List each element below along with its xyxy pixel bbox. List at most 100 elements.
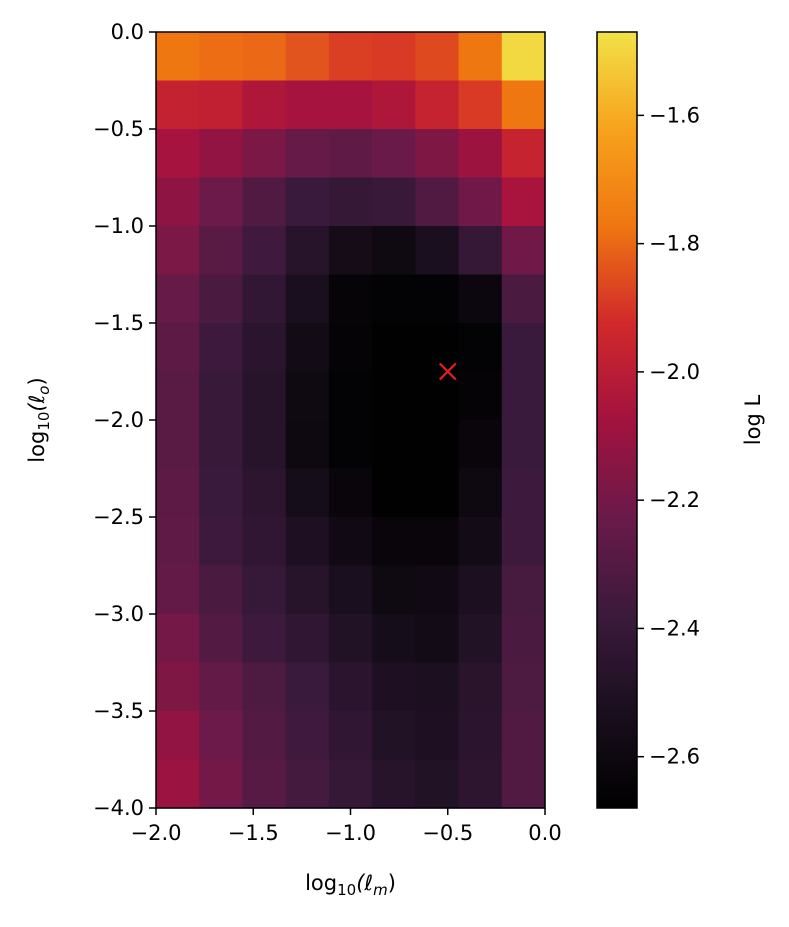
heatmap-cell xyxy=(156,226,200,276)
heatmap-cell xyxy=(501,759,546,809)
heatmap-cell xyxy=(458,468,503,518)
heatmap-cell xyxy=(156,711,200,761)
heatmap-cell xyxy=(372,32,416,82)
heatmap-cell xyxy=(328,371,373,421)
y-tick-label: −4.0 xyxy=(93,796,144,820)
heatmap-cell xyxy=(156,274,200,324)
colorbar-tick-label: −2.0 xyxy=(649,360,700,384)
y-tick-label: −0.5 xyxy=(93,117,144,141)
heatmap-cell xyxy=(501,711,546,761)
heatmap-cells xyxy=(156,32,546,809)
heatmap-cell xyxy=(285,420,330,470)
heatmap-cell xyxy=(156,565,200,615)
heatmap-cell xyxy=(199,32,244,82)
heatmap-cell xyxy=(501,323,546,373)
heatmap-cell xyxy=(242,711,287,761)
heatmap-cell xyxy=(415,129,460,179)
heatmap-cell xyxy=(242,565,287,615)
heatmap-cell xyxy=(285,614,330,664)
heatmap-cell xyxy=(199,129,244,179)
heatmap-cell xyxy=(156,80,200,130)
heatmap-cell xyxy=(415,662,460,712)
heatmap-cell xyxy=(415,32,460,82)
heatmap-cell xyxy=(328,323,373,373)
heatmap-cell xyxy=(285,759,330,809)
heatmap-cell xyxy=(458,129,503,179)
heatmap-cell xyxy=(372,80,416,130)
heatmap-cell xyxy=(372,662,416,712)
heatmap-cell xyxy=(285,565,330,615)
heatmap-cell xyxy=(242,662,287,712)
heatmap-cell xyxy=(458,711,503,761)
heatmap-cell xyxy=(458,80,503,130)
heatmap-cell xyxy=(199,468,244,518)
heatmap-cell xyxy=(458,420,503,470)
heatmap-cell xyxy=(199,759,244,809)
heatmap-cell xyxy=(199,614,244,664)
heatmap-cell xyxy=(372,711,416,761)
heatmap-cell xyxy=(501,177,546,227)
heatmap-cell xyxy=(501,662,546,712)
heatmap-cell xyxy=(372,129,416,179)
x-tick-label: −0.5 xyxy=(422,821,473,845)
colorbar-tick-label: −2.2 xyxy=(649,488,700,512)
heatmap-cell xyxy=(285,129,330,179)
heatmap-cell xyxy=(372,323,416,373)
heatmap-cell xyxy=(501,517,546,567)
heatmap-cell xyxy=(156,129,200,179)
heatmap-cell xyxy=(458,177,503,227)
heatmap-cell xyxy=(328,614,373,664)
y-tick-label: 0.0 xyxy=(111,20,144,44)
heatmap-cell xyxy=(415,274,460,324)
heatmap-cell xyxy=(372,371,416,421)
heatmap-cell xyxy=(242,420,287,470)
heatmap-cell xyxy=(199,80,244,130)
heatmap-cell xyxy=(328,177,373,227)
heatmap-cell xyxy=(415,177,460,227)
heatmap-cell xyxy=(156,371,200,421)
heatmap-cell xyxy=(156,32,200,82)
heatmap-cell xyxy=(242,32,287,82)
heatmap-cell xyxy=(199,371,244,421)
heatmap-cell xyxy=(458,614,503,664)
y-tick-label: −2.0 xyxy=(93,408,144,432)
y-tick-label: −1.5 xyxy=(93,311,144,335)
colorbar-tick-label: −2.6 xyxy=(649,745,700,769)
heatmap-cell xyxy=(458,662,503,712)
heatmap-cell xyxy=(156,759,200,809)
heatmap-cell xyxy=(458,565,503,615)
heatmap-cell xyxy=(328,32,373,82)
heatmap-cell xyxy=(242,468,287,518)
heatmap-cell xyxy=(372,759,416,809)
heatmap-cell xyxy=(458,323,503,373)
heatmap-cell xyxy=(285,517,330,567)
heatmap-cell xyxy=(328,129,373,179)
heatmap-cell xyxy=(415,371,460,421)
heatmap-cell xyxy=(372,614,416,664)
heatmap-cell xyxy=(458,274,503,324)
y-tick-label: −3.0 xyxy=(93,602,144,626)
heatmap-cell xyxy=(501,371,546,421)
heatmap-cell xyxy=(458,32,503,82)
heatmap-cell xyxy=(199,226,244,276)
heatmap-cell xyxy=(199,517,244,567)
heatmap-cell xyxy=(199,274,244,324)
heatmap-cell xyxy=(372,420,416,470)
x-tick-label: 0.0 xyxy=(528,821,561,845)
heatmap-cell xyxy=(199,323,244,373)
heatmap-cell xyxy=(285,468,330,518)
heatmap-cell xyxy=(285,371,330,421)
heatmap-cell xyxy=(242,80,287,130)
x-tick-label: −2.0 xyxy=(131,821,182,845)
x-axis-label: log10(ℓm) xyxy=(305,871,396,899)
heatmap-cell xyxy=(285,323,330,373)
heatmap-cell xyxy=(415,468,460,518)
best-fit-marker-layer xyxy=(438,362,457,381)
heatmap-cell xyxy=(415,80,460,130)
colorbar-tick-label: −1.6 xyxy=(649,103,700,127)
heatmap-cell xyxy=(372,468,416,518)
heatmap-cell xyxy=(501,274,546,324)
heatmap-cell xyxy=(458,371,503,421)
heatmap-cell xyxy=(372,274,416,324)
